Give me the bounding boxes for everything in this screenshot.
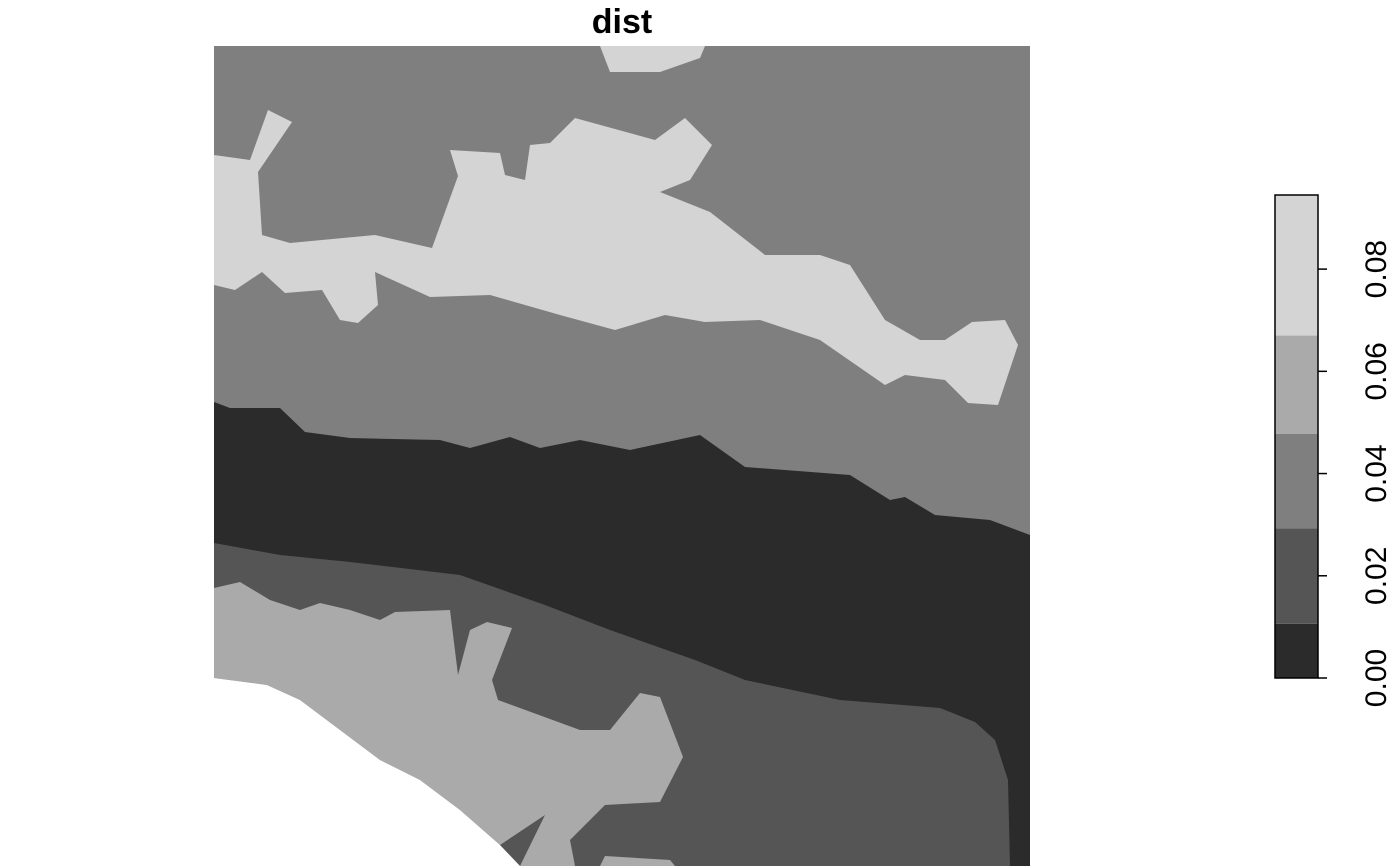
tick-label: 0.00: [1360, 649, 1393, 707]
legend-swatch: [1275, 623, 1318, 678]
chart-title: dist: [592, 3, 652, 41]
raster-region: [214, 110, 1018, 405]
raster-map: [214, 46, 1030, 866]
tick-label: 0.08: [1360, 240, 1393, 298]
legend-swatch: [1275, 528, 1318, 624]
tick-label: 0.06: [1360, 342, 1393, 400]
legend-swatch: [1275, 433, 1318, 529]
legend-frame: [1274, 194, 1319, 679]
raster-region: [600, 46, 705, 72]
tick-label: 0.04: [1360, 444, 1393, 502]
raster-region: [600, 856, 675, 866]
raster-region: [214, 582, 683, 866]
legend-swatch: [1275, 335, 1318, 434]
legend: 0.00 0.02 0.04 0.06 0.08: [1274, 194, 1393, 707]
legend-swatch: [1275, 195, 1318, 336]
tick-label: 0.02: [1360, 547, 1393, 605]
raster-region: [214, 678, 520, 866]
